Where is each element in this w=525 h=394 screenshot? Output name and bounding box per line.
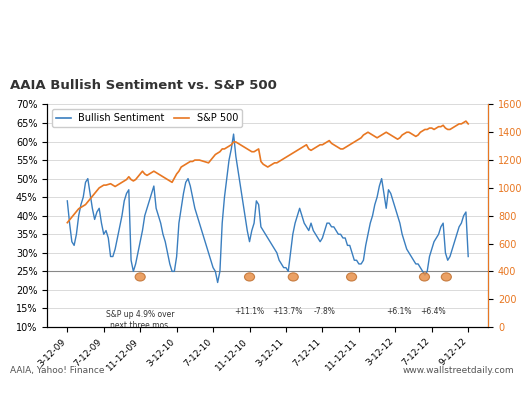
Ellipse shape <box>346 273 356 281</box>
Legend: Bullish Sentiment, S&P 500: Bullish Sentiment, S&P 500 <box>52 109 242 127</box>
Text: +6.4%: +6.4% <box>420 307 446 316</box>
Text: Why So Glum, Chum?: Why So Glum, Chum? <box>10 24 294 47</box>
Text: -7.8%: -7.8% <box>314 307 335 316</box>
Ellipse shape <box>442 273 452 281</box>
Text: AAIA, Yahoo! Finance: AAIA, Yahoo! Finance <box>10 366 105 375</box>
Text: www.wallstreetdaily.com: www.wallstreetdaily.com <box>403 366 514 375</box>
Text: AAIA Bullish Sentiment vs. S&P 500: AAIA Bullish Sentiment vs. S&P 500 <box>10 79 277 92</box>
Ellipse shape <box>288 273 298 281</box>
Ellipse shape <box>419 273 429 281</box>
Ellipse shape <box>135 273 145 281</box>
Text: +6.1%: +6.1% <box>386 307 412 316</box>
Text: +11.1%: +11.1% <box>235 307 265 316</box>
Ellipse shape <box>245 273 255 281</box>
Text: S&P up 4.9% over
next three mos.: S&P up 4.9% over next three mos. <box>106 310 174 330</box>
Text: +13.7%: +13.7% <box>272 307 302 316</box>
